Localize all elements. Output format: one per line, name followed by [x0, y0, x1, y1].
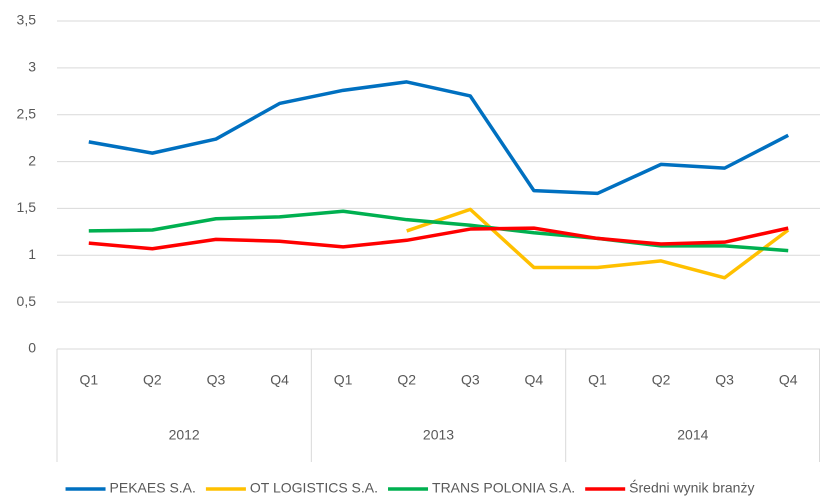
series-line [88, 209, 789, 253]
legend-label: PEKAES S.A. [110, 480, 196, 496]
y-tick-label: 1 [28, 246, 36, 262]
x-tick-label: Q2 [143, 372, 162, 388]
x-tick-label: Q2 [652, 372, 671, 388]
x-tick-label: Q3 [207, 372, 226, 388]
series-line [406, 207, 790, 280]
y-tick-label: 3 [28, 59, 36, 75]
y-tick-label: 0 [28, 340, 36, 356]
x-tick-label: Q3 [461, 372, 480, 388]
y-tick-label: 1,5 [17, 199, 37, 215]
x-tick-label: Q1 [588, 372, 607, 388]
group-label: 2013 [423, 427, 454, 443]
series-line [88, 226, 789, 251]
y-tick-label: 3,5 [17, 12, 37, 28]
legend-label: OT LOGISTICS S.A. [250, 480, 378, 496]
group-label: 2014 [677, 427, 708, 443]
x-tick-label: Q2 [397, 372, 416, 388]
group-label: 2012 [169, 427, 200, 443]
x-tick-label: Q1 [79, 372, 98, 388]
y-tick-label: 2,5 [17, 105, 37, 121]
y-tick-label: 0,5 [17, 293, 37, 309]
x-tick-label: Q4 [270, 372, 289, 388]
y-tick-label: 2 [28, 152, 36, 168]
x-tick-label: Q1 [334, 372, 353, 388]
x-tick-label: Q4 [525, 372, 544, 388]
x-tick-label: Q3 [715, 372, 734, 388]
series-line [88, 80, 790, 196]
legend-label: TRANS POLONIA S.A. [432, 480, 575, 496]
legend-label: Średni wynik branży [629, 479, 754, 496]
x-tick-label: Q4 [779, 372, 798, 388]
